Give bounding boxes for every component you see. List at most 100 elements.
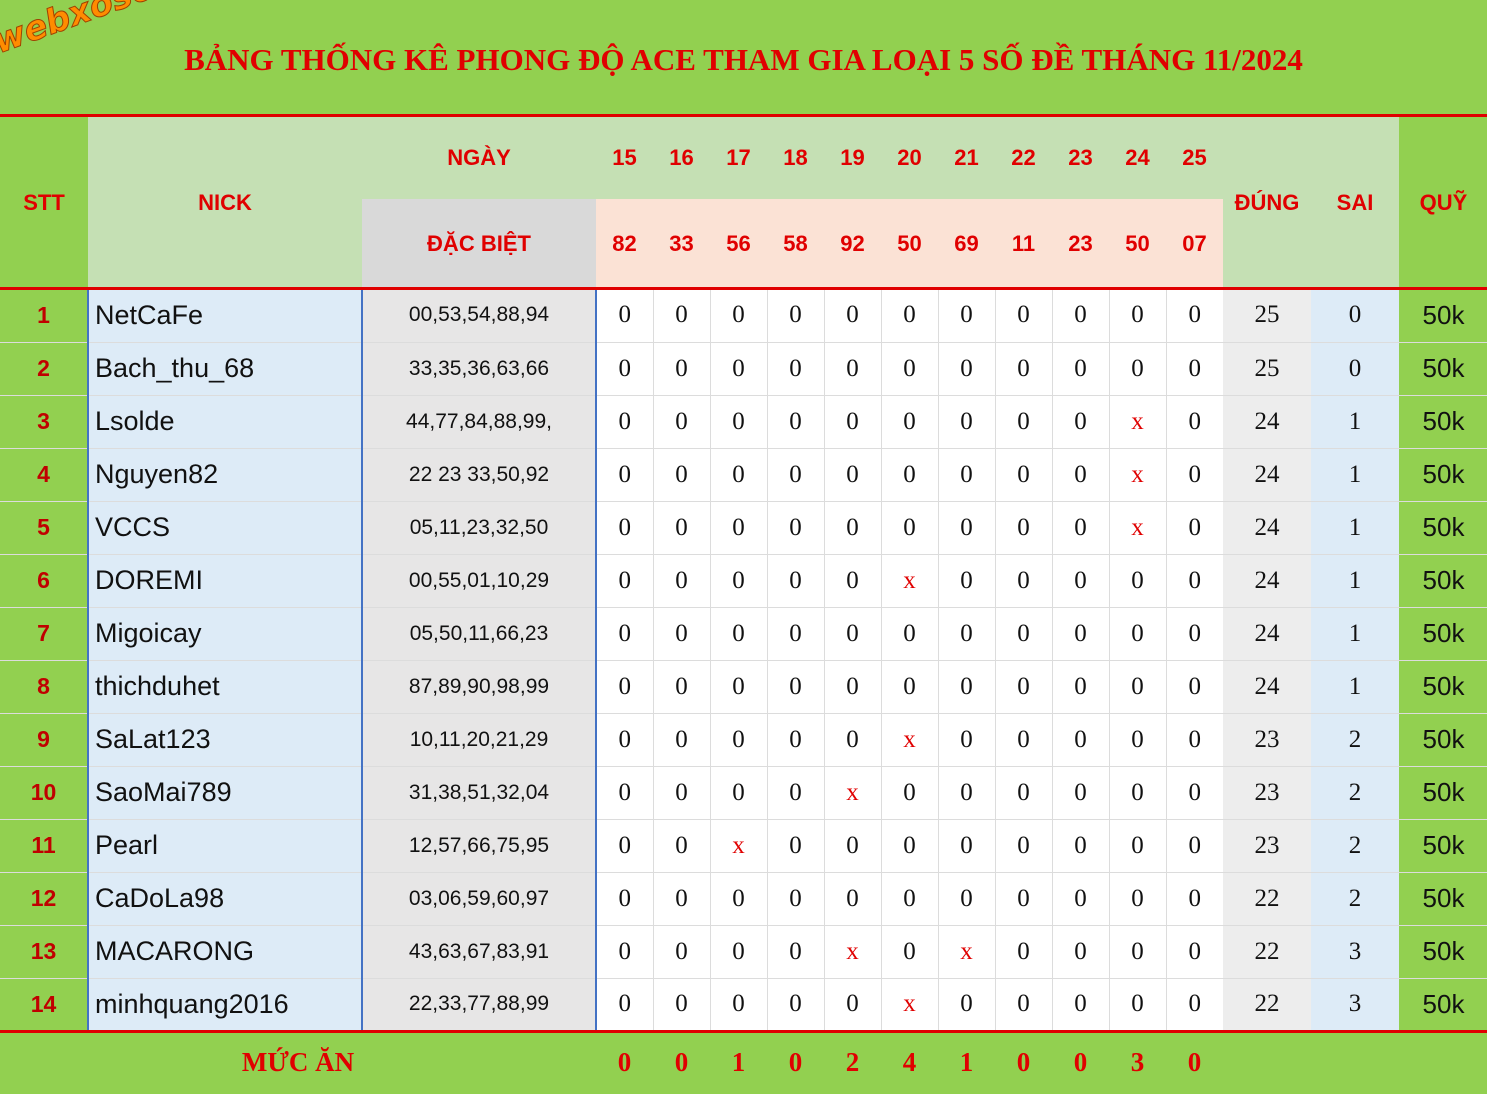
day-cell: 18: [767, 117, 824, 199]
row-mark: 0: [1051, 448, 1109, 502]
row-sai: 1: [1311, 501, 1399, 555]
row-dung: 24: [1223, 554, 1311, 608]
row-numbers: 03,06,59,60,97: [361, 872, 596, 926]
row-numbers: 05,50,11,66,23: [361, 607, 596, 661]
row-mark: 0: [994, 713, 1052, 767]
row-quy: 50k: [1399, 607, 1487, 661]
row-stt: 11: [0, 819, 88, 873]
row-nick: Lsolde: [87, 395, 362, 449]
row-mark: 0: [652, 978, 710, 1032]
row-mark: 0: [880, 819, 938, 873]
footer-value: 0: [1052, 1029, 1109, 1093]
row-mark: 0: [823, 660, 881, 714]
row-stt: 5: [0, 501, 88, 555]
row-stt: 2: [0, 342, 88, 396]
row-mark: 0: [1165, 872, 1223, 926]
special-cell: 50: [1109, 199, 1166, 289]
row-numbers: 33,35,36,63,66: [361, 342, 596, 396]
row-mark: 0: [652, 501, 710, 555]
row-quy: 50k: [1399, 978, 1487, 1032]
row-quy: 50k: [1399, 660, 1487, 714]
row-mark: 0: [1165, 607, 1223, 661]
row-mark: 0: [709, 448, 767, 502]
row-mark: 0: [880, 289, 938, 343]
special-cell: 56: [710, 199, 767, 289]
row-mark: 0: [595, 554, 653, 608]
row-mark: 0: [1165, 819, 1223, 873]
row-mark: 0: [1165, 660, 1223, 714]
row-mark: 0: [937, 872, 995, 926]
row-mark: 0: [1051, 819, 1109, 873]
footer-blank: [1399, 1029, 1487, 1093]
stats-table: STT NICK NGÀY 15 16 17 18 19 20 21 22 23…: [0, 117, 1487, 1093]
row-mark: 0: [1051, 925, 1109, 979]
table-row: 7 Migoicay 05,50,11,66,23 0 0 0 0 0 0 0 0 0 0 0 24 1 50k: [0, 607, 1487, 661]
row-mark: 0: [595, 660, 653, 714]
row-mark: 0: [994, 448, 1052, 502]
special-cell: 82: [596, 199, 653, 289]
row-mark: 0: [709, 713, 767, 767]
row-mark: 0: [994, 607, 1052, 661]
row-mark: 0: [766, 289, 824, 343]
row-dung: 25: [1223, 289, 1311, 343]
row-mark: 0: [709, 872, 767, 926]
row-numbers: 12,57,66,75,95: [361, 819, 596, 873]
row-mark: 0: [880, 660, 938, 714]
special-cell: 69: [938, 199, 995, 289]
row-dung: 22: [1223, 872, 1311, 926]
row-mark: 0: [823, 289, 881, 343]
footer-blank: [1223, 1029, 1311, 1093]
row-mark: 0: [994, 660, 1052, 714]
special-cell: 33: [653, 199, 710, 289]
row-nick: DOREMI: [87, 554, 362, 608]
header-divider: [0, 287, 1487, 290]
row-mark: 0: [823, 607, 881, 661]
row-mark: 0: [709, 766, 767, 820]
row-sai: 0: [1311, 289, 1399, 343]
row-nick: SaoMai789: [87, 766, 362, 820]
row-mark: 0: [823, 342, 881, 396]
row-mark: 0: [595, 978, 653, 1032]
row-mark: 0: [823, 554, 881, 608]
row-mark: 0: [937, 289, 995, 343]
row-mark: 0: [994, 289, 1052, 343]
row-stt: 8: [0, 660, 88, 714]
row-mark: 0: [652, 448, 710, 502]
row-dung: 24: [1223, 395, 1311, 449]
row-mark: 0: [880, 872, 938, 926]
row-mark: 0: [1051, 766, 1109, 820]
row-quy: 50k: [1399, 872, 1487, 926]
row-mark: 0: [823, 448, 881, 502]
row-dung: 22: [1223, 925, 1311, 979]
row-mark: x: [880, 978, 938, 1032]
row-mark: 0: [880, 607, 938, 661]
row-mark: 0: [1108, 607, 1166, 661]
table-row: 8 thichduhet 87,89,90,98,99 0 0 0 0 0 0 0 0 0 0 0 24 1 5…: [0, 660, 1487, 714]
row-mark: 0: [1051, 872, 1109, 926]
row-sai: 0: [1311, 342, 1399, 396]
row-mark: x: [1108, 395, 1166, 449]
row-mark: 0: [652, 925, 710, 979]
row-dung: 24: [1223, 501, 1311, 555]
row-quy: 50k: [1399, 766, 1487, 820]
row-mark: 0: [1051, 607, 1109, 661]
special-cell: 11: [995, 199, 1052, 289]
row-dung: 24: [1223, 448, 1311, 502]
row-mark: 0: [595, 342, 653, 396]
row-sai: 1: [1311, 554, 1399, 608]
row-stt: 1: [0, 289, 88, 343]
special-cell: 58: [767, 199, 824, 289]
footer-blank: [1311, 1029, 1399, 1093]
row-numbers: 43,63,67,83,91: [361, 925, 596, 979]
row-mark: 0: [880, 395, 938, 449]
row-mark: 0: [652, 289, 710, 343]
row-stt: 13: [0, 925, 88, 979]
row-numbers: 22,33,77,88,99: [361, 978, 596, 1032]
row-nick: Bach_thu_68: [87, 342, 362, 396]
row-sai: 1: [1311, 607, 1399, 661]
row-dung: 22: [1223, 978, 1311, 1032]
row-mark: 0: [1165, 925, 1223, 979]
row-quy: 50k: [1399, 925, 1487, 979]
row-numbers: 00,55,01,10,29: [361, 554, 596, 608]
row-mark: x: [880, 554, 938, 608]
